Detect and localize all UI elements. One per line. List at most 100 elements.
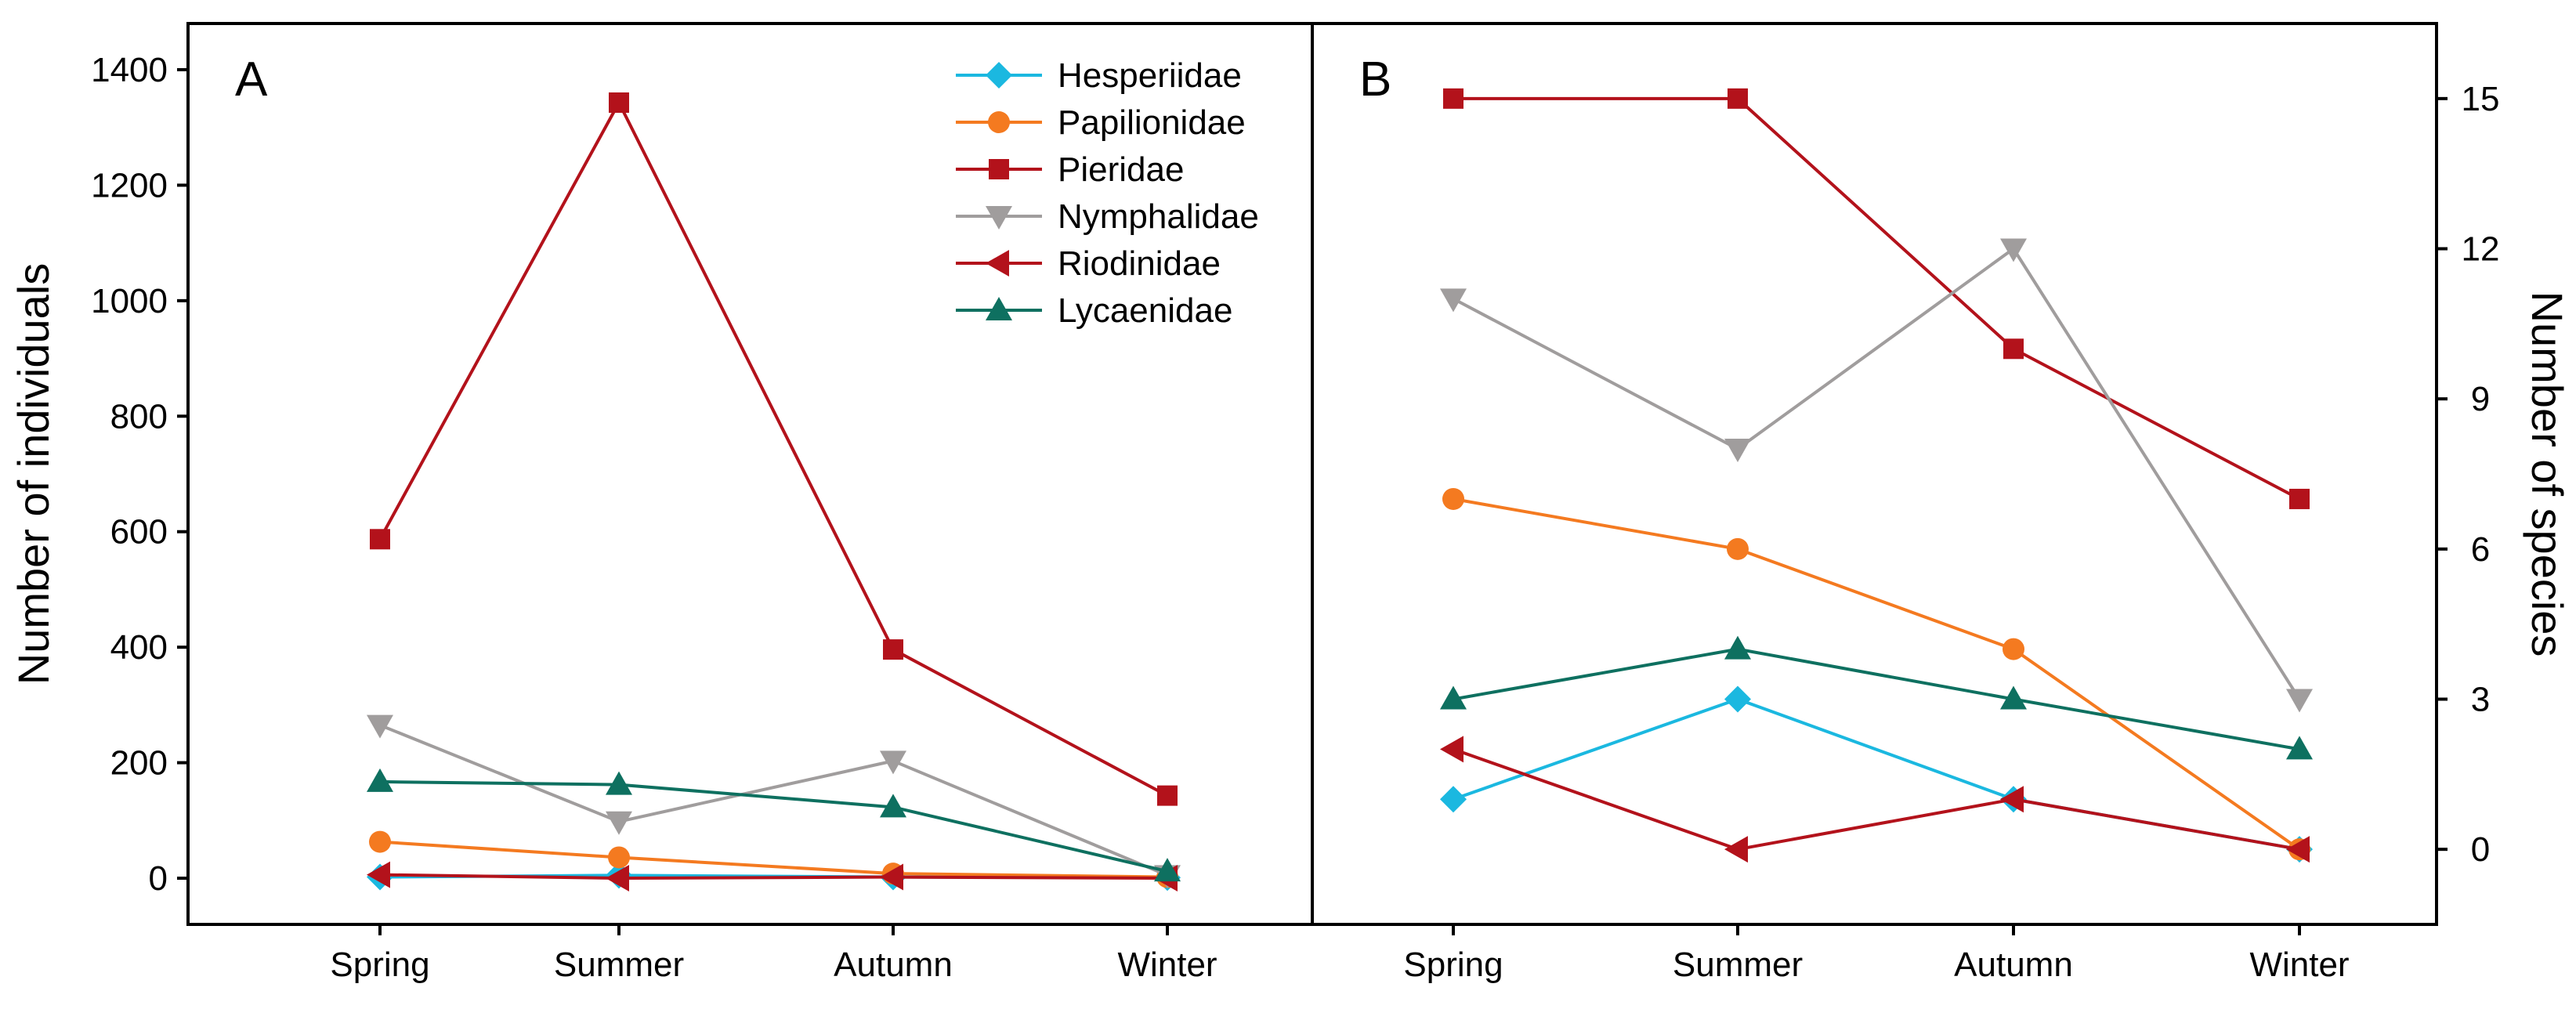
series-papilionidae	[369, 830, 1178, 888]
data-point	[2000, 238, 2027, 262]
data-point	[1157, 785, 1178, 806]
y-tick-label: 800	[110, 397, 168, 436]
data-point	[367, 714, 393, 739]
x-tick-label: Spring	[330, 946, 429, 984]
data-point	[606, 771, 632, 795]
data-point	[367, 768, 393, 792]
data-point	[606, 811, 632, 835]
series-lycaenidae	[1440, 635, 2313, 760]
legend-marker	[986, 297, 1012, 320]
legend-item: Nymphalidae	[956, 197, 1259, 236]
data-point	[1724, 836, 1748, 863]
x-tick-label: Summer	[554, 946, 684, 984]
data-point	[1440, 685, 1467, 710]
data-point	[2000, 786, 2024, 813]
y-tick-label: 3	[2471, 681, 2490, 719]
legend-label: Nymphalidae	[1058, 197, 1259, 236]
legend-item: Hesperiidae	[956, 56, 1242, 95]
panel-b-species: Spring Summer Autumn Winter 0 3 6 9 12 15 Number o…	[1359, 52, 2572, 984]
series-line	[1453, 647, 2300, 751]
legend-item: Pieridae	[956, 150, 1184, 189]
data-point	[608, 846, 630, 869]
data-point	[1727, 537, 1749, 560]
data-point	[2286, 689, 2313, 713]
y-tick-label: 200	[110, 744, 168, 783]
series-hesperiidae	[1440, 685, 2313, 863]
x-tick-label: Winter	[2249, 946, 2349, 984]
data-point	[2289, 488, 2310, 509]
data-point	[2000, 685, 2027, 710]
data-point	[367, 861, 390, 888]
series-riodinidae	[1440, 736, 2310, 863]
series-lycaenidae	[367, 768, 1181, 882]
data-point	[1442, 487, 1464, 510]
legend-marker	[986, 206, 1012, 230]
data-point	[880, 863, 903, 891]
legend-marker	[986, 62, 1012, 89]
y-tick-label: 1400	[91, 51, 168, 89]
data-point	[1440, 786, 1467, 813]
data-point	[1440, 736, 1463, 763]
y-axis-title: Number of individuals	[9, 263, 58, 685]
x-tick-label: Winter	[1117, 946, 1217, 984]
series-line	[378, 100, 1168, 797]
legend-item: Riodinidae	[956, 244, 1221, 283]
y-tick-label: 400	[110, 628, 168, 667]
legend-label: Papilionidae	[1058, 103, 1246, 142]
series-line	[1453, 747, 2300, 852]
legend-marker	[989, 159, 1009, 179]
series-pieridae	[370, 92, 1178, 806]
series-line	[379, 840, 1168, 879]
series-pieridae	[1443, 88, 2310, 509]
y-tick-label: 600	[110, 513, 168, 552]
y-axis-title: Number of species	[2523, 291, 2572, 657]
y-tick-label: 15	[2462, 80, 2500, 118]
legend-marker	[986, 250, 1009, 277]
data-point	[880, 750, 906, 775]
data-point	[2003, 338, 2024, 360]
panel-a-individuals: Spring Summer Autumn Winter 0 200 400 600 800 100…	[9, 51, 1217, 984]
legend-label: Riodinidae	[1058, 244, 1221, 283]
data-point	[2286, 836, 2310, 863]
series-line	[379, 723, 1168, 877]
x-tick-label: Summer	[1673, 946, 1803, 984]
legend: Hesperiidae Papilionidae Pieridae Nymphalid…	[956, 56, 1259, 330]
series-line	[379, 873, 1168, 881]
data-point	[369, 830, 391, 853]
x-tick-label: Autumn	[1954, 946, 2073, 984]
data-point	[1443, 88, 1463, 109]
data-point	[1440, 288, 1467, 313]
series-line	[1453, 497, 2301, 851]
legend-item: Lycaenidae	[956, 291, 1232, 330]
data-point	[609, 92, 629, 113]
panel-label: B	[1359, 52, 1391, 107]
data-point	[883, 639, 903, 660]
series-line	[1453, 96, 2300, 501]
legend-marker	[988, 111, 1010, 133]
y-tick-label: 0	[149, 859, 168, 898]
y-tick-label: 0	[2471, 830, 2490, 869]
data-point	[606, 865, 629, 892]
y-tick-label: 1000	[91, 282, 168, 320]
series-line	[1453, 247, 2301, 700]
data-point	[1724, 635, 1751, 660]
legend-label: Hesperiidae	[1058, 56, 1242, 95]
legend-item: Papilionidae	[956, 103, 1246, 142]
data-point	[370, 529, 390, 550]
data-point	[2286, 736, 2313, 760]
x-tick-label: Autumn	[834, 946, 953, 984]
data-point	[1724, 439, 1751, 463]
data-point	[2003, 638, 2024, 660]
series-riodinidae	[367, 861, 1178, 892]
plot-frame	[186, 22, 2438, 926]
data-point	[1154, 858, 1181, 882]
panel-label: A	[235, 52, 268, 107]
legend-label: Lycaenidae	[1058, 291, 1232, 330]
y-tick-label: 12	[2462, 230, 2500, 269]
series-line	[379, 779, 1168, 873]
series-nymphalidae	[1440, 238, 2313, 713]
y-tick-label: 1200	[91, 166, 168, 204]
y-tick-label: 6	[2471, 530, 2490, 569]
x-tick-label: Spring	[1403, 946, 1503, 984]
